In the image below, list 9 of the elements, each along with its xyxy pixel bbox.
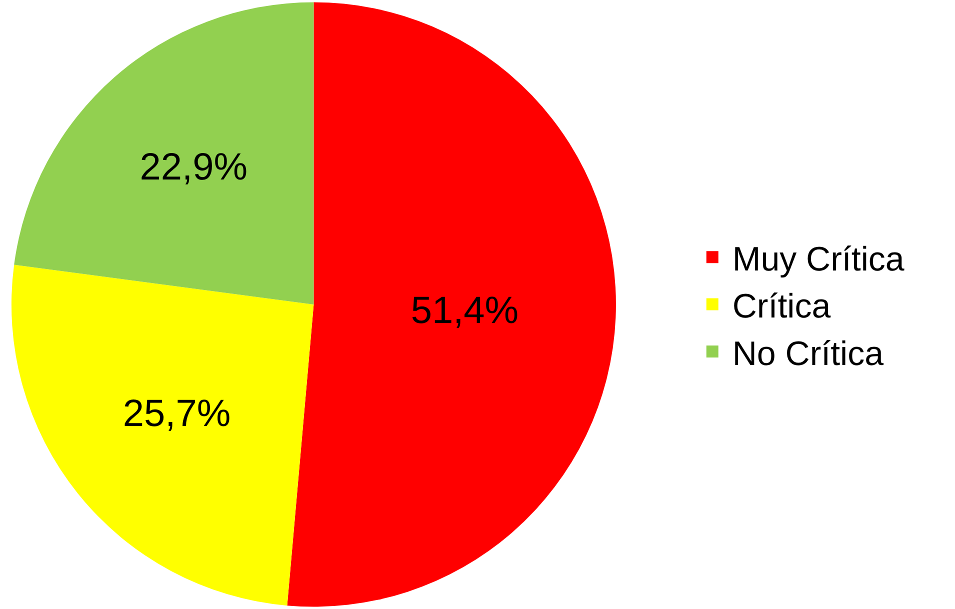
pie-slice <box>287 2 616 606</box>
legend-label: Crítica <box>732 288 831 326</box>
legend-label: No Crítica <box>732 334 884 373</box>
data-label: 51,4% <box>410 290 519 332</box>
legend-label: Muy Crítica <box>732 240 904 278</box>
data-label: 25,7% <box>122 393 231 436</box>
pie-slice <box>14 2 314 304</box>
pie-slice <box>11 264 314 606</box>
data-label: 22,9% <box>140 146 248 188</box>
